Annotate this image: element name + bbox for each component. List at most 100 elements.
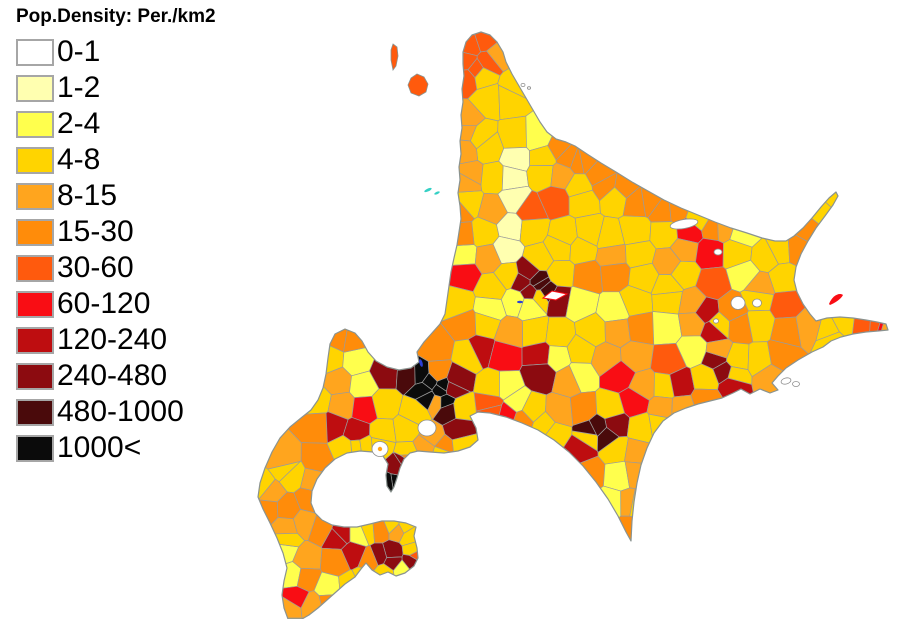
legend-swatch <box>16 434 54 462</box>
lake-mashu <box>752 298 762 308</box>
district-cell <box>427 359 453 382</box>
legend-label: 480-1000 <box>57 395 184 428</box>
legend-row: 15-30 <box>16 215 216 249</box>
coastal-lagoon <box>792 381 800 387</box>
hokkaido-coastline <box>257 31 889 619</box>
district-cell <box>671 394 720 482</box>
district-cell <box>475 404 503 442</box>
district-cell <box>427 446 470 511</box>
district-cell <box>258 91 486 127</box>
district-cell <box>314 366 352 396</box>
legend-label: 0-1 <box>57 35 101 68</box>
district-cell <box>866 271 888 524</box>
legend-label: 240-480 <box>57 359 168 392</box>
legend-swatch <box>16 182 54 210</box>
district-cell <box>490 515 888 619</box>
district-cell <box>359 434 374 475</box>
district-cell <box>547 56 622 161</box>
district-cell <box>480 160 504 195</box>
district-cell <box>432 402 457 426</box>
district-cell <box>787 230 854 282</box>
district-cell <box>390 473 439 505</box>
district-cell <box>577 32 707 175</box>
legend-row: 1-2 <box>16 71 216 105</box>
legend-label: 8-15 <box>57 179 118 212</box>
legend-swatch <box>16 326 54 354</box>
river-mark <box>419 359 423 367</box>
district-cell <box>690 388 794 538</box>
district-cell <box>716 107 762 244</box>
district-cell <box>258 102 363 353</box>
district-cell <box>685 54 753 232</box>
district-cell <box>401 554 515 619</box>
rishiri-island <box>407 73 429 97</box>
district-cell <box>640 32 737 219</box>
legend-row: 240-480 <box>16 359 216 393</box>
district-cell <box>767 262 830 294</box>
legend-swatch <box>16 146 54 174</box>
legend-row: 0-1 <box>16 35 216 69</box>
district-cell <box>667 32 753 224</box>
district-cell <box>343 238 399 353</box>
legend-row: 120-240 <box>16 323 216 357</box>
legend-label: 60-120 <box>57 287 151 320</box>
pond <box>520 83 526 88</box>
district-cell <box>451 432 517 531</box>
district-cell <box>274 121 477 142</box>
legend-swatch <box>16 38 54 66</box>
district-cell <box>751 363 888 619</box>
legend: Pop.Density: Per./km2 0-1 1-2 2-4 4-8 8-15 15… <box>16 6 216 467</box>
notsuke-spit <box>829 294 843 305</box>
district-cell <box>504 455 606 557</box>
legend-title: Pop.Density: Per./km2 <box>16 6 216 27</box>
district-cell <box>627 311 655 346</box>
district-cell <box>318 593 360 619</box>
district-cell <box>349 498 370 547</box>
asahikawa-sliver <box>541 290 569 301</box>
district-cell <box>261 517 298 535</box>
legend-rows: 0-1 1-2 2-4 4-8 8-15 15-30 30-60 60-120 120-240 2… <box>16 35 216 465</box>
legend-swatch <box>16 254 54 282</box>
legend-label: 30-60 <box>57 251 134 284</box>
river-mark <box>517 300 523 304</box>
district-cell <box>393 559 449 619</box>
lake-kussharo <box>730 296 746 310</box>
district-cell <box>258 120 479 173</box>
district-cell <box>403 382 433 400</box>
district-cell <box>258 499 279 542</box>
district-cell <box>571 419 597 436</box>
district-cell <box>258 561 302 591</box>
district-cell <box>398 495 454 534</box>
legend-label: 2-4 <box>57 107 101 140</box>
teal-pond <box>424 187 432 193</box>
legend-row: 480-1000 <box>16 395 216 429</box>
district-cell <box>624 461 726 491</box>
district-cell <box>652 311 683 346</box>
district-cell <box>729 141 776 248</box>
legend-row: 30-60 <box>16 251 216 285</box>
teal-pond <box>434 191 440 195</box>
district-cell <box>387 263 483 292</box>
legend-row: 4-8 <box>16 143 216 177</box>
district-cell <box>325 32 481 57</box>
district-cell <box>258 32 478 89</box>
district-cell <box>867 248 888 364</box>
district-cell <box>486 32 590 73</box>
district-cell <box>717 377 769 472</box>
legend-label: 1-2 <box>57 71 101 104</box>
district-cell <box>258 69 478 100</box>
district-cell <box>399 453 429 475</box>
district-cell <box>809 331 887 494</box>
legend-swatch <box>16 290 54 318</box>
legend-swatch <box>16 218 54 246</box>
legend-label: 4-8 <box>57 143 101 176</box>
district-cell <box>258 400 302 470</box>
legend-row: 8-15 <box>16 179 216 213</box>
lake-shikotsu <box>417 419 437 437</box>
legend-row: 60-120 <box>16 287 216 321</box>
lake-akan <box>713 318 719 324</box>
lake-abashiri <box>713 248 723 256</box>
legend-swatch <box>16 398 54 426</box>
